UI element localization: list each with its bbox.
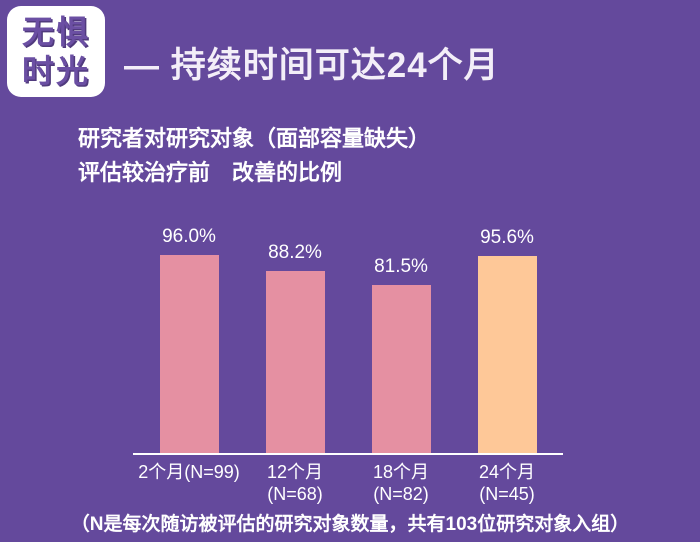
x-axis-label-line: (N=45) bbox=[479, 484, 535, 504]
brand-badge-line1: 无惧 bbox=[21, 13, 90, 50]
chart-subtitle-line2: 评估较治疗前 改善的比例 bbox=[78, 160, 343, 185]
x-axis-label: 12个月 (N=68) bbox=[235, 461, 355, 505]
x-axis-label-line: (N=68) bbox=[267, 484, 323, 504]
bar-value-label: 81.5% bbox=[374, 256, 428, 277]
bar-12个月 bbox=[266, 271, 325, 453]
x-axis-label-line: 24个月 bbox=[478, 462, 536, 482]
brand-badge-line2: 时光 bbox=[21, 52, 90, 89]
x-axis-label-line: 12个月 bbox=[266, 462, 324, 482]
x-axis-label: 24个月 (N=45) bbox=[447, 461, 567, 505]
x-axis-label-line: 18个月 bbox=[372, 462, 430, 482]
x-axis-label-line: 2个月(N=99) bbox=[138, 462, 240, 482]
bar-chart: 96.0% 88.2% 81.5% 95.6% bbox=[133, 226, 563, 455]
x-axis-label-line: (N=82) bbox=[373, 484, 429, 504]
bar-value-label: 88.2% bbox=[268, 242, 322, 263]
bar-2个月(N=99) bbox=[160, 255, 219, 453]
bar-18个月 bbox=[372, 285, 431, 453]
chart-subtitle: 研究者对研究对象（面部容量缺失） 评估较治疗前 改善的比例 bbox=[78, 122, 430, 190]
bar-value-label: 95.6% bbox=[480, 227, 534, 248]
x-axis-labels: 2个月(N=99) 12个月 (N=68) 18个月 (N=82) 24个月 (N=45) bbox=[133, 461, 563, 513]
bar-value-label: 96.0% bbox=[162, 226, 216, 247]
x-axis-label: 2个月(N=99) bbox=[129, 461, 249, 483]
footnote: （N是每次随访被评估的研究对象数量，共有103位研究对象入组） bbox=[70, 514, 630, 535]
bar-24个月 bbox=[478, 256, 537, 453]
page-title: — 持续时间可达24个月 bbox=[124, 46, 500, 85]
chart-subtitle-line1: 研究者对研究对象（面部容量缺失） bbox=[78, 126, 431, 151]
brand-badge: 无惧 时光 bbox=[7, 6, 105, 97]
x-axis-label: 18个月 (N=82) bbox=[341, 461, 461, 505]
